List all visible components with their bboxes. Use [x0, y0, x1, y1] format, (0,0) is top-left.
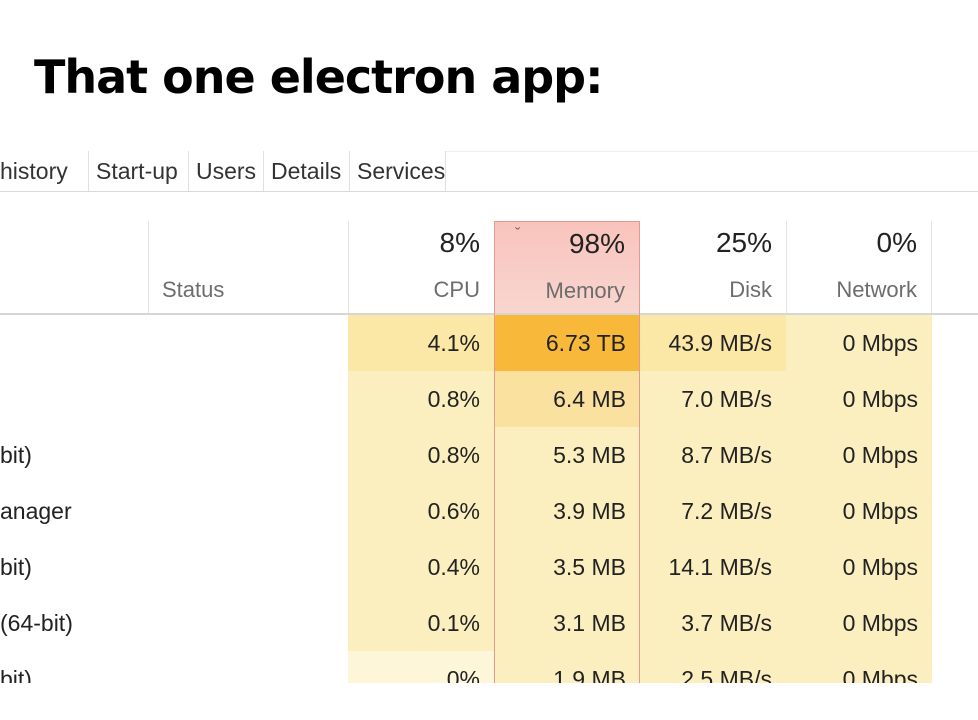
process-name: bit) — [0, 666, 32, 683]
process-name: bit) — [0, 442, 32, 468]
cell-cpu: 0.6% — [348, 483, 494, 539]
cell-disk: 2.5 MB/s — [640, 651, 786, 683]
process-name: bit) — [0, 554, 32, 580]
table-row[interactable]: bit) 0% 1.9 MB 2.5 MB/s 0 Mbps — [0, 651, 978, 683]
chevron-down-icon: ˇ — [515, 226, 521, 243]
cell-network: 0 Mbps — [786, 371, 932, 427]
column-header-disk-label: Disk — [729, 277, 772, 302]
meme-caption: That one electron app: — [34, 50, 603, 104]
task-manager-window: history Start-up Users Details Services … — [0, 143, 978, 683]
cell-cpu: 0.4% — [348, 539, 494, 595]
tab-start-up[interactable]: Start-up — [88, 151, 188, 191]
cell-cpu: 0.8% — [348, 371, 494, 427]
tab-app-history[interactable]: history — [0, 151, 88, 191]
cell-memory: 6.4 MB — [494, 371, 640, 427]
cell-disk: 7.2 MB/s — [640, 483, 786, 539]
table-row[interactable]: (64-bit) 0.1% 3.1 MB 3.7 MB/s 0 Mbps — [0, 595, 978, 651]
table-row[interactable]: bit) 0.8% 5.3 MB 8.7 MB/s 0 Mbps — [0, 427, 978, 483]
cell-cpu: 0.1% — [348, 595, 494, 651]
column-header-network-label: Network — [836, 277, 917, 302]
network-total-percent: 0% — [876, 227, 917, 258]
process-name: anager — [0, 498, 72, 524]
cell-disk: 3.7 MB/s — [640, 595, 786, 651]
disk-total-percent: 25% — [715, 227, 772, 258]
cell-memory: 3.5 MB — [494, 539, 640, 595]
tab-services[interactable]: Services — [349, 151, 446, 191]
cell-disk: 43.9 MB/s — [640, 315, 786, 371]
header-divider — [0, 313, 978, 315]
cell-cpu: 4.1% — [348, 315, 494, 371]
column-header-cpu[interactable]: 8% CPU — [348, 221, 494, 313]
table-row[interactable]: 4.1% 6.73 TB 43.9 MB/s 0 Mbps — [0, 315, 978, 371]
tab-strip-line — [0, 151, 978, 152]
table-row[interactable]: anager 0.6% 3.9 MB 7.2 MB/s 0 Mbps — [0, 483, 978, 539]
cell-memory: 3.9 MB — [494, 483, 640, 539]
cell-disk: 8.7 MB/s — [640, 427, 786, 483]
cell-memory: 3.1 MB — [494, 595, 640, 651]
cell-memory: 5.3 MB — [494, 427, 640, 483]
tab-bar: history Start-up Users Details Services — [0, 143, 978, 192]
cell-memory: 1.9 MB — [494, 651, 640, 683]
column-header-network[interactable]: 0% Network — [786, 221, 932, 313]
cell-network: 0 Mbps — [786, 539, 932, 595]
table-row[interactable]: 0.8% 6.4 MB 7.0 MB/s 0 Mbps — [0, 371, 978, 427]
process-name: (64-bit) — [0, 610, 73, 636]
cell-network: 0 Mbps — [786, 651, 932, 683]
cell-cpu: 0% — [348, 651, 494, 683]
cell-disk: 7.0 MB/s — [640, 371, 786, 427]
tab-users[interactable]: Users — [188, 151, 263, 191]
column-header-status-label: Status — [162, 277, 225, 302]
cell-network: 0 Mbps — [786, 427, 932, 483]
memory-total-percent: 98% — [568, 228, 625, 259]
tab-details[interactable]: Details — [263, 151, 349, 191]
column-header-cpu-label: CPU — [433, 277, 480, 302]
column-header-memory[interactable]: ˇ 98% Memory — [494, 221, 640, 313]
cell-cpu: 0.8% — [348, 427, 494, 483]
cell-network: 0 Mbps — [786, 483, 932, 539]
column-header-memory-label: Memory — [545, 278, 625, 303]
cell-memory: 6.73 TB — [494, 315, 640, 371]
cell-network: 0 Mbps — [786, 595, 932, 651]
cell-network: 0 Mbps — [786, 315, 932, 371]
table-row[interactable]: bit) 0.4% 3.5 MB 14.1 MB/s 0 Mbps — [0, 539, 978, 595]
column-header-disk[interactable]: 25% Disk — [640, 221, 786, 313]
cell-disk: 14.1 MB/s — [640, 539, 786, 595]
column-header-status[interactable]: Status — [148, 221, 349, 313]
cpu-total-percent: 8% — [439, 227, 480, 258]
